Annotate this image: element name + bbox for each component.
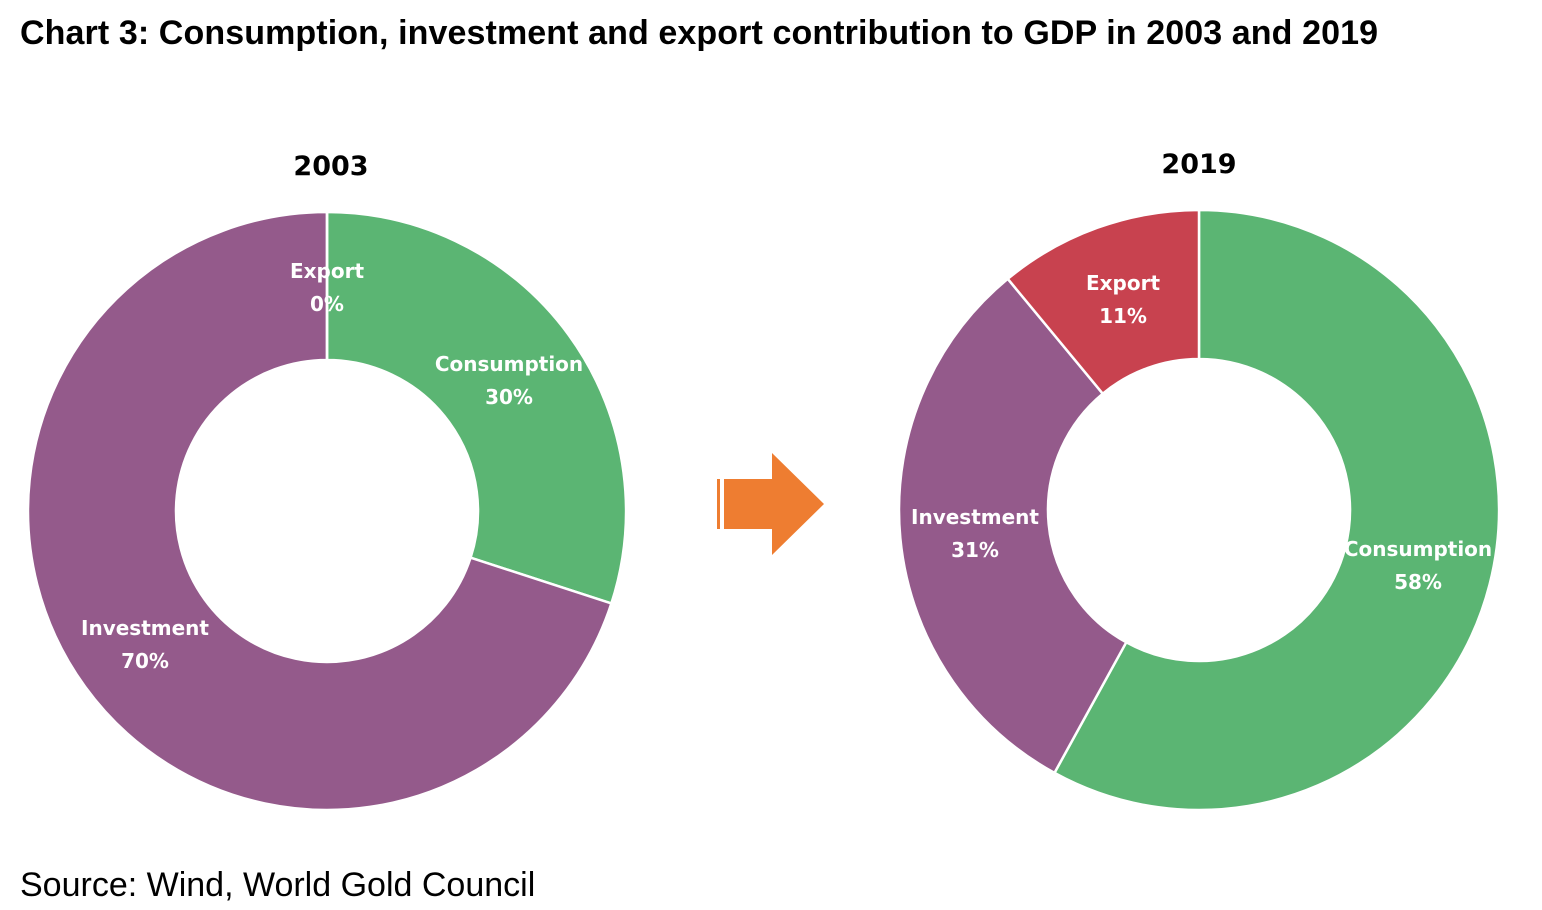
source-note: Source: Wind, World Gold Council <box>20 866 536 904</box>
slice-value-consumption: 30% <box>485 385 533 409</box>
slice-value-consumption: 58% <box>1394 570 1442 594</box>
slice-export <box>1006 208 1201 395</box>
arrow-stripe <box>717 479 720 529</box>
slice-consumption <box>1053 208 1501 812</box>
slice-consumption <box>325 210 628 605</box>
slice-name-consumption: Consumption <box>1344 537 1492 561</box>
donut-chart-2019: 2019 Consumption 58% Investment 31% Export 11… <box>897 149 1501 812</box>
slice-value-export: 0% <box>310 292 344 316</box>
labels-2019: Consumption 58% Investment 31% Export 11% <box>911 271 1492 594</box>
chart-title-2019: 2019 <box>1161 149 1236 180</box>
slice-investment <box>26 210 613 812</box>
slice-value-investment: 70% <box>121 649 169 673</box>
labels-2003: Consumption 30% Investment 70% Export 0% <box>81 259 583 673</box>
slice-name-investment: Investment <box>81 616 209 640</box>
slice-name-export: Export <box>290 259 364 283</box>
slice-value-investment: 31% <box>951 538 999 562</box>
chart-title-2003: 2003 <box>293 151 368 182</box>
page-title: Chart 3: Consumption, investment and exp… <box>20 14 1379 52</box>
slices-2003 <box>26 210 628 812</box>
arrow-shape <box>724 453 824 555</box>
slice-name-export: Export <box>1086 271 1160 295</box>
arrow-right-icon <box>717 453 824 555</box>
slices-2019 <box>897 208 1501 812</box>
slice-investment <box>897 277 1128 775</box>
donut-chart-2003: 2003 Consumption 30% Investment 70% Export 0% <box>26 151 628 812</box>
slice-name-consumption: Consumption <box>435 352 583 376</box>
slice-value-export: 11% <box>1099 304 1147 328</box>
slice-name-investment: Investment <box>911 505 1039 529</box>
